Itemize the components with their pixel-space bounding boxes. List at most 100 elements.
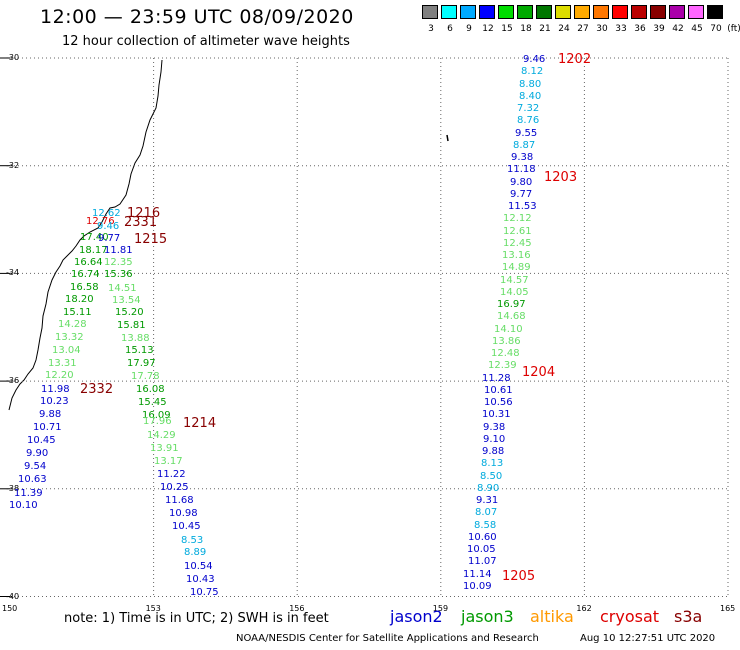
wave-point-west-a: 10.63: [18, 474, 47, 485]
wave-point-west-b: 10.98: [169, 508, 198, 519]
wave-point-east: 9.38: [483, 421, 506, 433]
legend-label: 27: [577, 24, 589, 34]
legend-swatch: [688, 5, 704, 19]
legend-swatch: [441, 5, 457, 19]
wave-point-east: 13.86: [492, 335, 521, 347]
wave-point-east: 9.88: [482, 446, 505, 458]
legend-swatch: [536, 5, 552, 19]
wave-point-west-a: 10.23: [40, 396, 69, 407]
wave-point-west-a: 18.17: [79, 245, 108, 256]
wave-point-west-a: 12.62: [92, 208, 121, 219]
wave-point-east: 10.05: [467, 544, 496, 556]
legend-label: 36: [634, 24, 646, 34]
lon-label: 156: [289, 604, 305, 613]
lon-label: 162: [576, 604, 592, 613]
wave-point-west-a: 16.58: [70, 282, 99, 293]
legend-swatch: [517, 5, 533, 19]
wave-point-west-b: 12.35: [104, 257, 133, 268]
wave-point-east: 12.48: [491, 348, 520, 360]
credit-line: NOAA/NESDIS Center for Satellite Applica…: [236, 633, 539, 644]
wave-point-west-a: 12.76: [86, 216, 115, 227]
coastline: [8, 59, 163, 411]
wave-point-east: 8.12: [521, 66, 544, 78]
wave-point-east: 9.10: [483, 433, 506, 445]
legend-label: 24: [558, 24, 570, 34]
wave-point-east: 11.28: [482, 372, 511, 384]
pass-time-label: 2332: [80, 382, 114, 397]
pass-time-label: 1214: [183, 416, 217, 431]
wave-point-east: 11.07: [468, 556, 497, 568]
wave-point-west-a: 16.64: [74, 257, 103, 268]
wave-point-east: 12.39: [488, 360, 517, 372]
lon-label: 165: [720, 604, 736, 613]
wave-point-east: 9.55: [515, 127, 538, 139]
wave-point-west-b: 13.54: [112, 295, 141, 306]
legend-swatch: [612, 5, 628, 19]
wave-point-west-b: 15.36: [104, 269, 133, 280]
wave-point-east: 10.60: [468, 531, 497, 543]
legend-label: 12: [482, 24, 494, 34]
wave-point-west-b: 11.68: [165, 495, 194, 506]
legend-label: 6: [447, 24, 453, 34]
lat-label: -40: [6, 591, 20, 601]
legend-swatch: [593, 5, 609, 19]
wave-point-east: 8.90: [477, 482, 500, 494]
lon-label: 159: [432, 604, 449, 613]
legend-label: 15: [501, 24, 513, 34]
wave-point-east: 12.12: [503, 213, 532, 225]
wave-point-east: 9.31: [476, 495, 499, 507]
wave-point-west-b: 15.20: [115, 307, 144, 318]
wave-point-west-b: 14.29: [147, 430, 176, 441]
satellite-jason3-label: jason3: [461, 607, 514, 626]
wave-point-west-a: 10.10: [9, 500, 38, 511]
wave-point-east: 14.10: [494, 323, 523, 335]
wave-point-west-b: 9.77: [98, 233, 121, 244]
legend-label: 42: [672, 24, 684, 34]
wave-point-east: 11.14: [463, 568, 492, 580]
footnote: note: 1) Time is in UTC; 2) SWH is in fe…: [64, 611, 329, 626]
wave-point-east: 9.38: [511, 152, 534, 164]
wave-point-west-b: 17.78: [131, 371, 160, 382]
lat-label: -34: [6, 268, 20, 278]
wave-point-east: 8.87: [513, 139, 536, 151]
satellite-altika-label: altika: [530, 607, 574, 626]
wave-point-east: 8.76: [517, 115, 540, 127]
wave-point-west-b: 13.91: [150, 443, 179, 454]
wave-point-east: 11.18: [507, 164, 536, 176]
lon-label: 150: [2, 604, 18, 613]
wave-point-east: 8.58: [474, 519, 497, 531]
legend-swatch: [650, 5, 666, 19]
lat-label: -32: [6, 160, 20, 170]
wave-point-east: 10.56: [484, 397, 513, 409]
satellite-jason2-label: jason2: [390, 607, 443, 626]
wave-point-east: 9.77: [510, 188, 533, 200]
legend-label: 33: [615, 24, 627, 34]
wave-point-west-a: 15.11: [63, 307, 92, 318]
wave-point-west-b: 8.89: [184, 547, 207, 558]
map-subtitle: 12 hour collection of altimeter wave hei…: [62, 34, 350, 49]
lat-label: -30: [6, 53, 20, 62]
wave-point-west-b: 11.22: [157, 469, 186, 480]
wave-point-west-a: 11.39: [14, 488, 43, 499]
wave-point-east: 8.40: [519, 90, 542, 102]
wave-point-west-b: 10.45: [172, 521, 201, 532]
wave-point-west-a: 17.40: [80, 232, 109, 243]
legend-swatch: [460, 5, 476, 19]
lat-label: -38: [6, 483, 20, 493]
wave-point-west-b: 15.81: [117, 320, 146, 331]
pass-time-label: 1216: [127, 206, 161, 221]
wave-point-west-b: 13.17: [154, 456, 183, 467]
wave-point-west-a: 13.31: [48, 358, 77, 369]
wave-point-east: 14.57: [500, 274, 529, 286]
legend-swatch: [422, 5, 438, 19]
wave-point-east: 14.05: [500, 286, 529, 298]
legend-label: 3: [428, 24, 434, 34]
legend-label: 70: [710, 24, 722, 34]
wave-point-west-b: 10.25: [160, 482, 189, 493]
generated-timestamp: Aug 10 12:27:51 UTC 2020: [580, 633, 716, 644]
legend-label: 39: [653, 24, 665, 34]
wave-point-east: 10.31: [482, 409, 511, 421]
wave-point-east: 16.97: [497, 299, 526, 311]
wave-point-west-b: 10.75: [190, 587, 219, 598]
